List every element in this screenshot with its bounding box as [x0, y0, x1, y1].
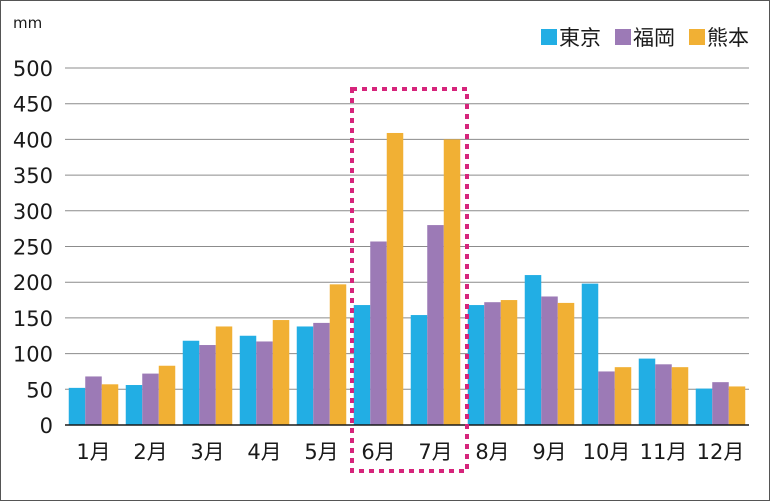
bar-熊本-3月	[215, 326, 233, 425]
bar-福岡-2月	[142, 373, 159, 425]
bar-東京-2月	[125, 385, 143, 425]
bar-東京-10月	[581, 283, 599, 425]
legend-swatch	[541, 29, 557, 45]
x-tick-label: 8月	[475, 440, 509, 464]
highlight-box-group	[350, 87, 469, 473]
bar-熊本-5月	[329, 284, 347, 425]
bar-福岡-6月	[370, 241, 387, 425]
legend-label: 東京	[559, 26, 601, 50]
y-tick-label: 250	[13, 236, 53, 260]
x-tick-label: 12月	[697, 440, 745, 464]
x-tick-label: 11月	[640, 440, 688, 464]
bar-東京-8月	[467, 305, 485, 425]
x-tick-label: 5月	[304, 440, 338, 464]
bar-東京-6月	[353, 305, 371, 425]
y-tick-label: 400	[13, 128, 53, 152]
bar-福岡-4月	[256, 341, 273, 425]
bar-福岡-7月	[427, 225, 444, 425]
x-tick-label: 2月	[133, 440, 167, 464]
bar-福岡-12月	[712, 382, 729, 425]
x-tick-label: 10月	[583, 440, 631, 464]
x-tick-label: 4月	[247, 440, 281, 464]
bar-東京-11月	[638, 358, 656, 425]
legend: 東京 福岡 熊本	[541, 26, 749, 50]
bar-福岡-1月	[85, 376, 102, 425]
bar-熊本-2月	[158, 365, 176, 425]
y-tick-label: 0	[40, 414, 53, 438]
y-tick-label: 100	[13, 343, 53, 367]
y-tick-label: 500	[13, 57, 53, 81]
highlight-box	[350, 87, 469, 473]
bar-熊本-4月	[272, 320, 290, 425]
bar-熊本-9月	[557, 302, 575, 425]
y-tick-label: 50	[26, 378, 53, 402]
bar-熊本-8月	[500, 300, 518, 425]
y-tick-label: 300	[13, 200, 53, 224]
bar-熊本-10月	[614, 367, 632, 425]
y-tick-label: 200	[13, 271, 53, 295]
legend-label: 熊本	[707, 26, 749, 50]
unit-label: mm	[13, 14, 42, 32]
x-tick-label: 7月	[418, 440, 452, 464]
bar-東京-4月	[239, 335, 257, 425]
bar-熊本-11月	[671, 367, 689, 425]
legend-swatch	[689, 29, 705, 45]
y-tick-label: 350	[13, 164, 53, 188]
bar-東京-3月	[182, 340, 200, 425]
bar-福岡-8月	[484, 302, 501, 425]
x-tick-label: 3月	[190, 440, 224, 464]
bar-福岡-5月	[313, 322, 330, 425]
x-tick-label: 9月	[532, 440, 566, 464]
bar-東京-5月	[296, 326, 314, 425]
x-tick-label: 1月	[76, 440, 110, 464]
bar-東京-7月	[410, 315, 428, 425]
legend-label: 福岡	[633, 26, 675, 50]
x-tick-label: 6月	[361, 440, 395, 464]
bar-福岡-9月	[541, 296, 558, 425]
bars	[68, 132, 746, 425]
grid	[65, 67, 749, 390]
axes: 0 50 100 150 200 250 300 350 400 450 500 1月 2月 3月 4月 5月…	[13, 57, 749, 464]
bar-東京-12月	[695, 388, 713, 425]
bar-熊本-12月	[728, 386, 746, 425]
y-tick-label: 450	[13, 93, 53, 117]
bar-福岡-10月	[598, 371, 615, 425]
bar-東京-1月	[68, 387, 86, 425]
bar-福岡-3月	[199, 345, 216, 425]
bar-熊本-1月	[101, 384, 119, 425]
y-tick-label: 150	[13, 307, 53, 331]
legend-swatch	[615, 29, 631, 45]
bar-福岡-11月	[655, 364, 672, 425]
bar-熊本-6月	[386, 132, 404, 425]
bar-東京-9月	[524, 275, 542, 425]
bar-熊本-7月	[443, 139, 461, 425]
